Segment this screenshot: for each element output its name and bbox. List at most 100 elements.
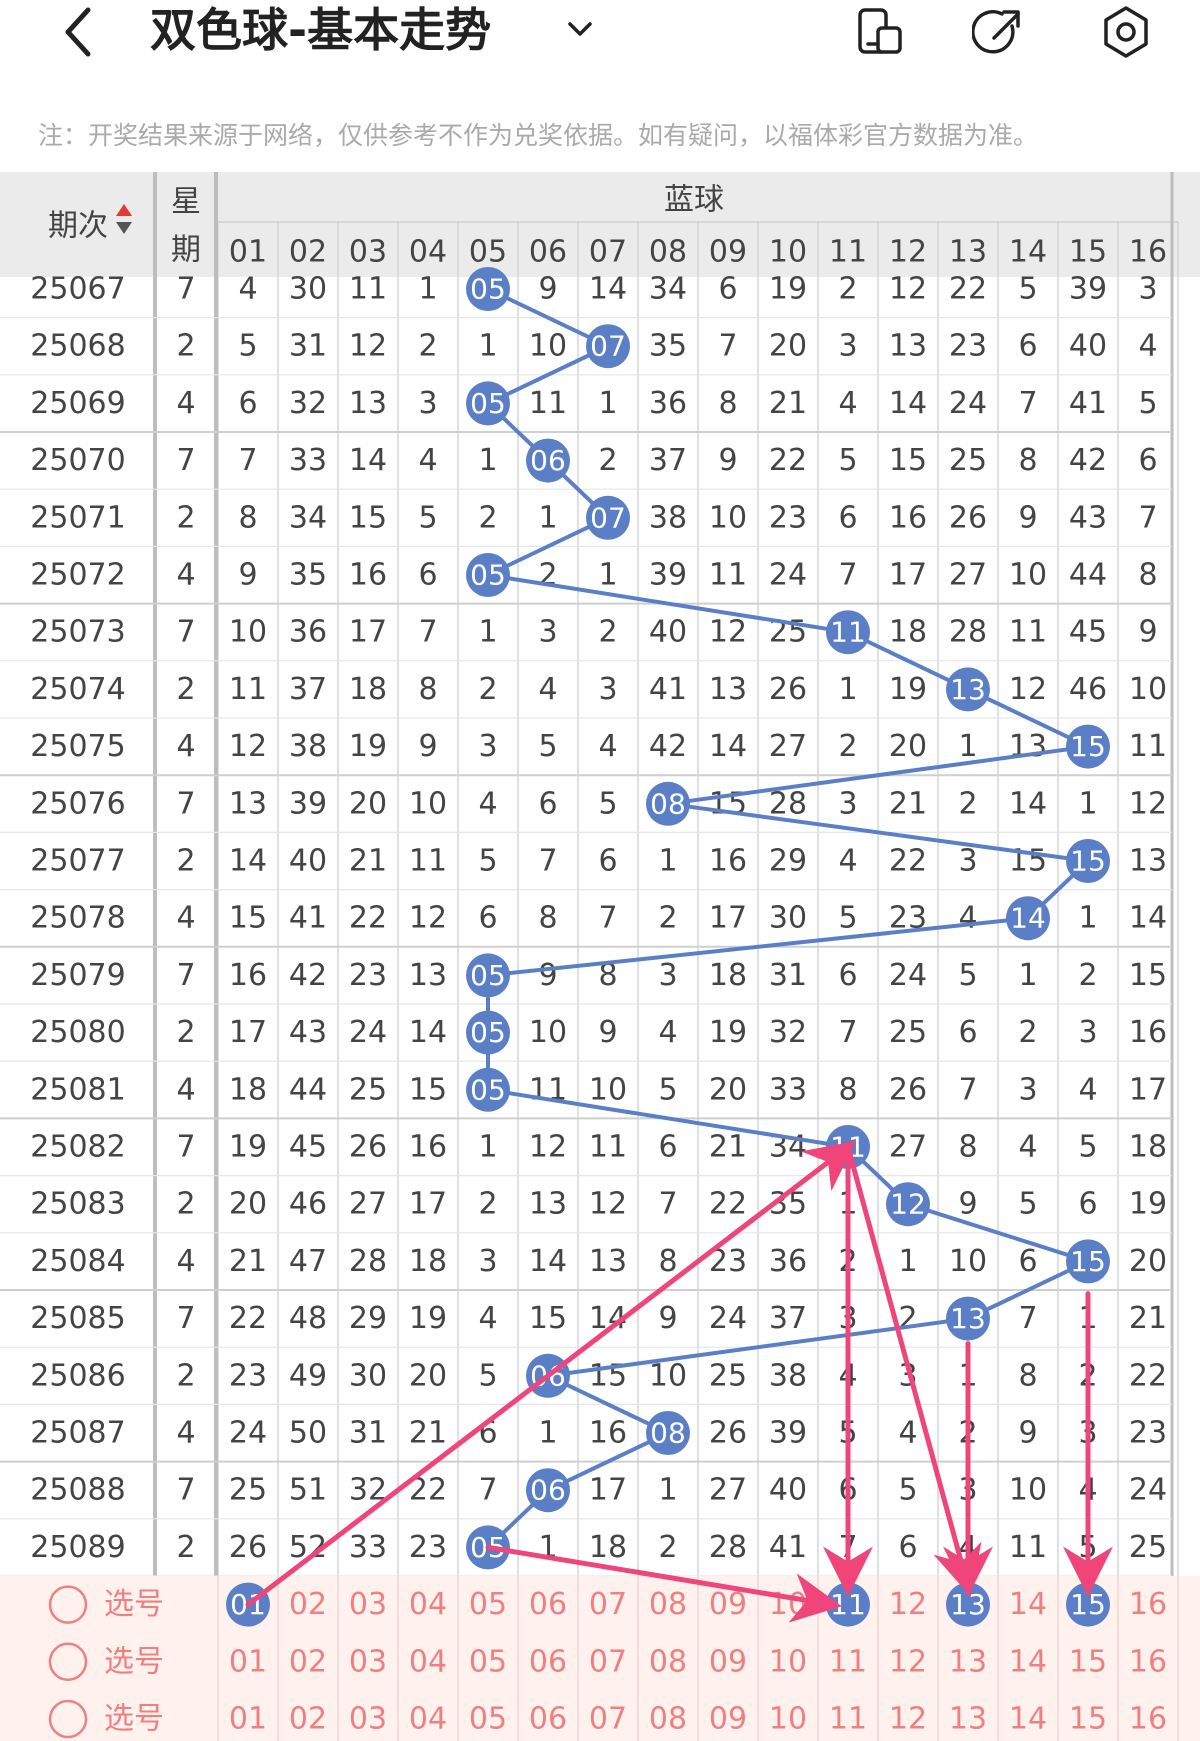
select-number-option[interactable]: 02 [289,1644,327,1679]
select-number-option[interactable]: 05 [469,1587,507,1622]
period-cell: 25068 [30,329,125,364]
miss-count-cell: 21 [769,386,807,421]
miss-count-cell: 38 [769,1358,807,1393]
share-icon[interactable] [972,4,1028,60]
select-number-option[interactable]: 03 [349,1644,387,1679]
select-number-option[interactable]: 14 [1009,1702,1047,1737]
select-number-option[interactable]: 10 [769,1702,807,1737]
select-number-option[interactable]: 04 [409,1702,447,1737]
select-number-option[interactable]: 06 [529,1644,567,1679]
sort-up-icon[interactable] [116,204,132,216]
select-number-option[interactable]: 07 [589,1702,627,1737]
miss-count-cell: 45 [1069,615,1107,650]
winning-ball [466,1010,510,1055]
back-arrow-icon[interactable] [56,2,106,62]
select-number: 04 [409,1644,447,1679]
select-radio[interactable] [48,1699,88,1739]
select-number-option[interactable]: 12 [889,1644,927,1679]
select-number: 06 [529,1644,567,1679]
select-number-option[interactable]: 09 [709,1587,747,1622]
select-number: 13 [949,1702,987,1737]
select-number-option[interactable]: 16 [1129,1644,1167,1679]
miss-count-cell: 48 [289,1301,327,1336]
select-number-option[interactable]: 03 [349,1587,387,1622]
period-cell: 25084 [30,1244,125,1279]
phone-icon[interactable] [852,4,908,60]
select-number-option[interactable]: 05 [469,1702,507,1737]
select-radio[interactable] [48,1642,88,1682]
select-number-option[interactable]: 01 [229,1702,267,1737]
select-number-option[interactable]: 09 [709,1702,747,1737]
select-number-option[interactable]: 12 [889,1702,927,1737]
winning-ball-number: 11 [830,616,866,649]
page-title[interactable]: 双色球-基本走势 [150,3,492,57]
select-number-option[interactable]: 10 [769,1644,807,1679]
select-number-option[interactable]: 16 [1129,1587,1167,1622]
miss-count-cell: 17 [709,901,747,936]
miss-count-cell: 39 [1069,272,1107,307]
select-number-option[interactable]: 02 [289,1587,327,1622]
select-number-option[interactable]: 13 [949,1644,987,1679]
miss-count-cell: 25 [709,1358,747,1393]
select-number-option[interactable]: 08 [649,1702,687,1737]
select-number: 10 [769,1644,807,1679]
miss-count-cell: 17 [589,1473,627,1508]
select-number-option[interactable]: 06 [529,1587,567,1622]
select-number-option[interactable]: 08 [649,1644,687,1679]
miss-count-cell: 43 [1069,500,1107,535]
miss-count-cell: 5 [538,729,557,764]
miss-count-cell: 6 [598,844,617,879]
chevron-down-icon[interactable] [560,10,600,50]
select-radio[interactable] [48,1585,88,1624]
select-number-option[interactable]: 15 [1069,1644,1107,1679]
select-number-option[interactable]: 15 [1069,1702,1107,1737]
miss-count-cell: 1 [598,558,617,593]
select-number-option[interactable]: 05 [469,1644,507,1679]
miss-count-cell: 26 [349,1130,387,1165]
annotation-arrow [845,1144,982,1597]
select-number-option[interactable]: 02 [289,1702,327,1737]
select-number-option[interactable]: 15 [1066,1582,1110,1627]
miss-count-cell: 10 [709,500,747,535]
select-number-option[interactable]: 13 [949,1702,987,1737]
miss-count-cell: 5 [1078,1130,1097,1165]
miss-count-cell: 14 [229,844,267,879]
miss-count-cell: 5 [958,958,977,993]
column-header-number: 10 [769,235,807,270]
miss-count-cell: 13 [1009,729,1047,764]
miss-count-cell: 4 [478,1301,497,1336]
select-number-option[interactable]: 13 [946,1582,990,1627]
winning-ball [526,1468,570,1513]
select-number-option[interactable]: 09 [709,1644,747,1679]
miss-count-cell: 28 [949,615,987,650]
select-number-option[interactable]: 06 [529,1702,567,1737]
select-number: 07 [589,1702,627,1737]
select-number-option[interactable]: 12 [889,1587,927,1622]
miss-count-cell: 31 [289,329,327,364]
miss-count-cell: 23 [769,500,807,535]
select-number-option[interactable]: 11 [829,1702,867,1737]
miss-count-cell: 1 [1078,786,1097,821]
winning-ball [466,381,510,426]
select-number-option[interactable]: 14 [1009,1587,1047,1622]
settings-icon[interactable] [1098,4,1154,60]
miss-count-cell: 4 [1018,1130,1037,1165]
miss-count-cell: 10 [229,615,267,650]
miss-count-cell: 14 [589,272,627,307]
sort-down-icon[interactable] [116,222,132,234]
select-number-option[interactable]: 04 [409,1587,447,1622]
select-number-option[interactable]: 07 [589,1587,627,1622]
select-number: 02 [289,1644,327,1679]
select-number-option[interactable]: 08 [649,1587,687,1622]
select-number-option[interactable]: 01 [229,1644,267,1679]
select-number: 02 [289,1587,327,1622]
select-number: 11 [829,1702,867,1737]
miss-count-cell: 5 [478,844,497,879]
select-number-option[interactable]: 16 [1129,1702,1167,1737]
select-number-option[interactable]: 04 [409,1644,447,1679]
select-number-option[interactable]: 14 [1009,1644,1047,1679]
select-number-option[interactable]: 11 [829,1644,867,1679]
select-number-option[interactable]: 10 [769,1587,807,1622]
select-number-option[interactable]: 03 [349,1702,387,1737]
select-number-option[interactable]: 07 [589,1644,627,1679]
